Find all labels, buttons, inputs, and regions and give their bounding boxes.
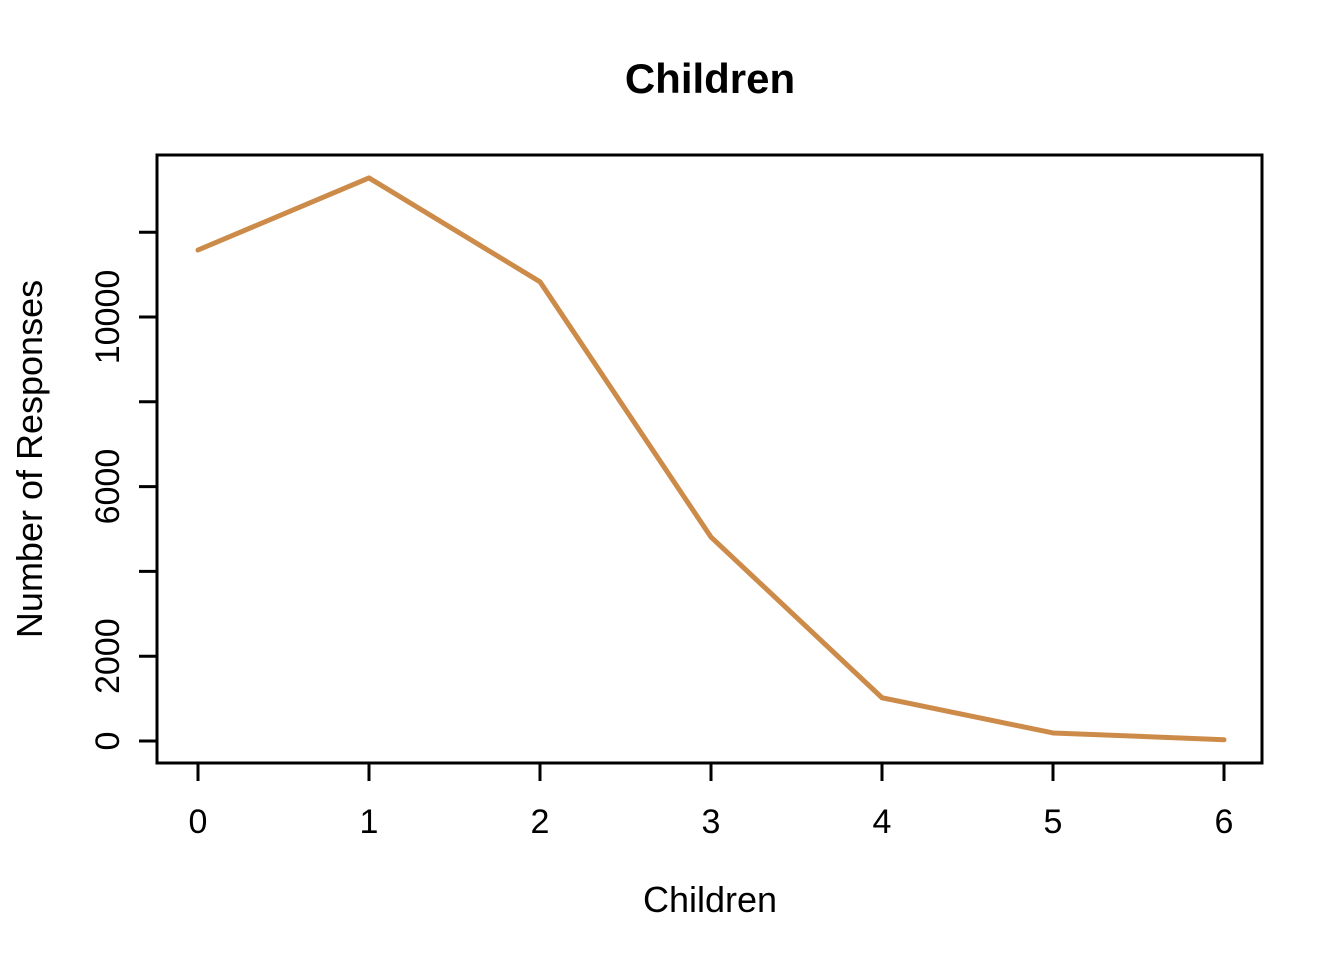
y-tick-label: 10000 (89, 270, 127, 365)
x-tick-label: 5 (1044, 803, 1063, 841)
y-axis-label: Number of Responses (9, 280, 50, 638)
y-tick-label: 2000 (89, 618, 127, 694)
x-tick-label: 1 (360, 803, 379, 841)
data-series (195, 175, 1227, 743)
plot-box (155, 153, 1264, 765)
x-tick-label: 2 (531, 803, 550, 841)
x-axis-ticks: 0 1 2 3 4 5 6 (189, 763, 1234, 841)
x-tick-label: 4 (873, 803, 892, 841)
x-tick-label: 0 (189, 803, 208, 841)
y-axis-ticks: 0 2000 6000 10000 (89, 230, 157, 751)
x-axis-label: Children (643, 879, 777, 920)
y-tick-label: 0 (89, 732, 127, 751)
y-tick-label: 6000 (89, 449, 127, 525)
x-tick-label: 6 (1215, 803, 1234, 841)
x-tick-label: 3 (702, 803, 721, 841)
data-line (195, 175, 1227, 743)
chart-title: Children (625, 55, 795, 102)
